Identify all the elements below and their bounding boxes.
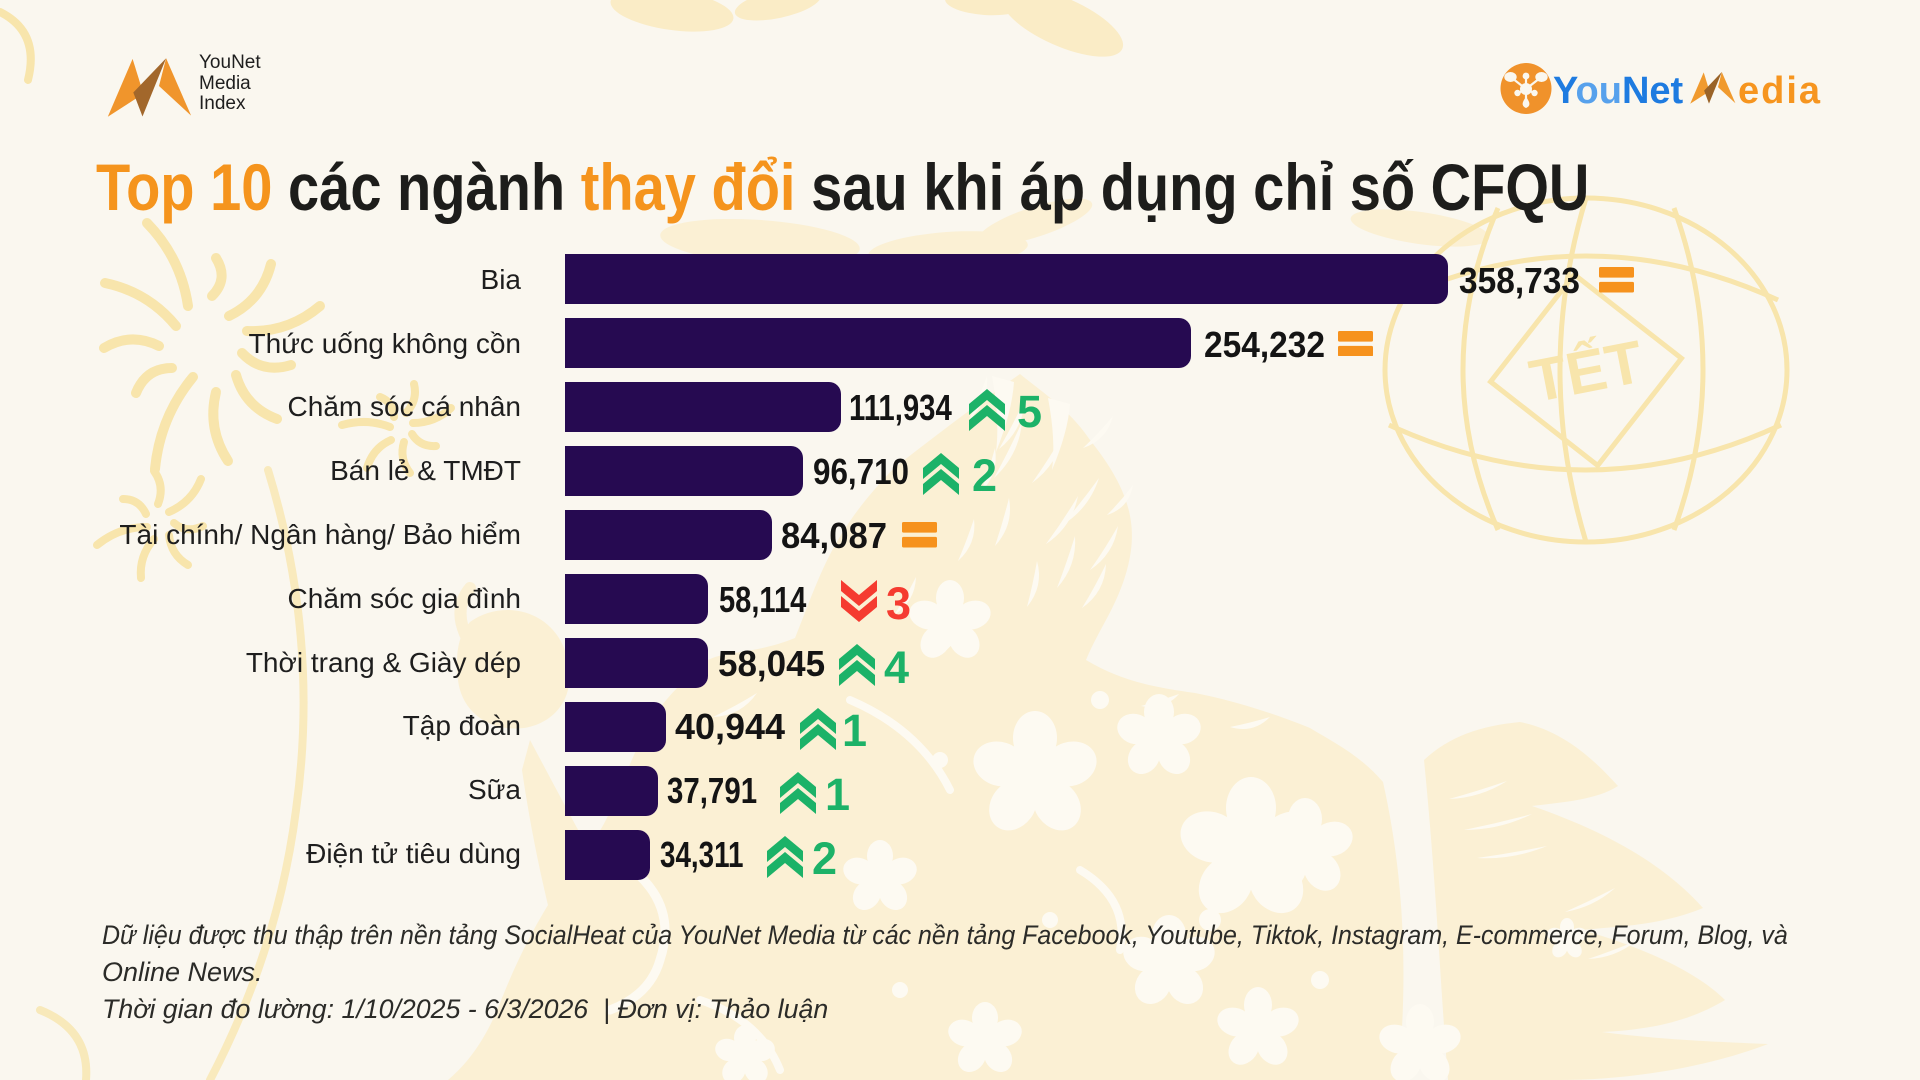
svg-text:YouNet: YouNet: [1553, 70, 1684, 112]
svg-text:edia: edia: [1738, 70, 1822, 112]
